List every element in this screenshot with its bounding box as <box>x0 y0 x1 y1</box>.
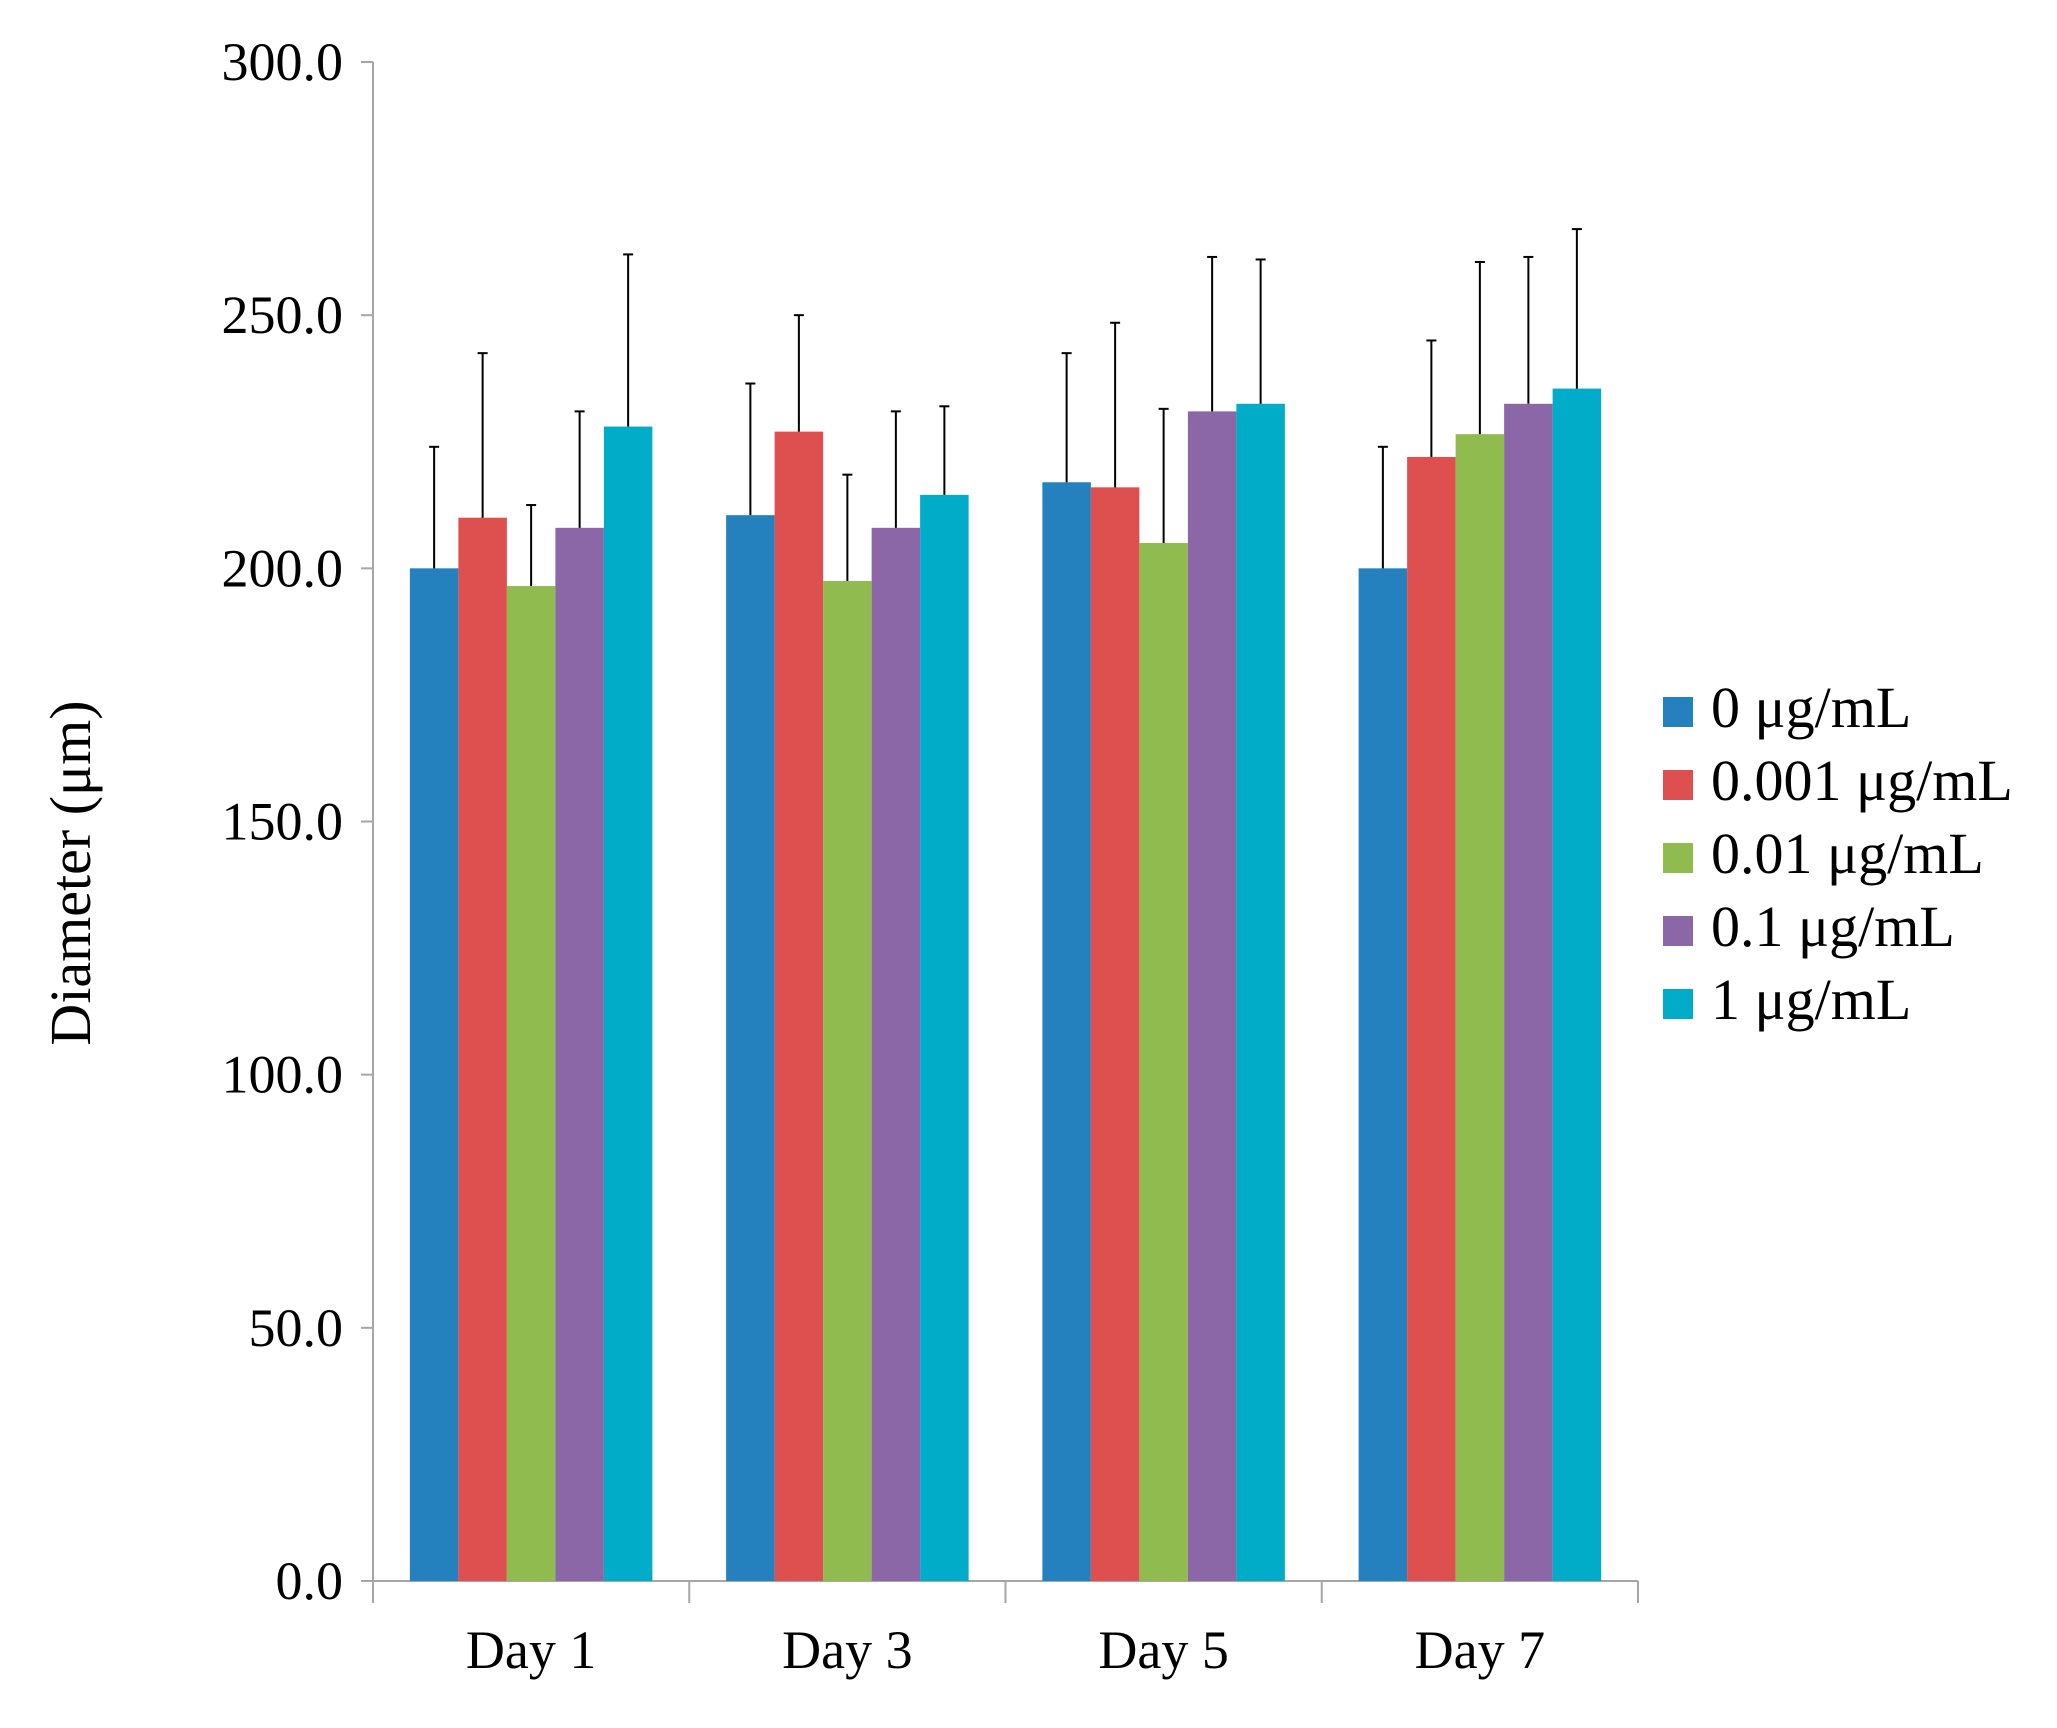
bar <box>871 527 921 1581</box>
y-tick-label: 200.0 <box>222 538 344 598</box>
bar <box>774 431 824 1582</box>
bar <box>1042 482 1091 1582</box>
bar <box>458 517 507 1582</box>
error-bars-group <box>429 228 1582 587</box>
y-tick-label: 50.0 <box>249 1298 344 1358</box>
bar <box>555 527 604 1581</box>
x-tick-label: Day 1 <box>466 1620 596 1680</box>
bar <box>1236 403 1285 1581</box>
y-tick-label: 150.0 <box>222 792 344 852</box>
bar <box>603 426 653 1581</box>
y-tick-label: 0.0 <box>276 1551 344 1611</box>
bar <box>409 568 459 1581</box>
bar <box>1139 543 1188 1582</box>
x-tick-label: Day 5 <box>1098 1620 1228 1680</box>
legend-label: 0.01 μg/mL <box>1711 821 1984 886</box>
y-axis-title: Diameter (μm) <box>38 700 103 1045</box>
bar <box>726 515 775 1581</box>
legend-label: 0 μg/mL <box>1711 675 1911 740</box>
bar <box>1090 487 1140 1581</box>
bar <box>1358 568 1408 1581</box>
x-tick-label: Day 3 <box>782 1620 912 1680</box>
y-axis: 0.0 50.0 100.0 150.0 200.0 250.0 300.0 <box>222 32 374 1611</box>
legend-swatch <box>1663 843 1693 873</box>
legend-swatch <box>1663 989 1693 1019</box>
legend: 0 μg/mL 0.001 μg/mL 0.01 μg/mL 0.1 μg/mL 1 μ… <box>1663 675 2013 1032</box>
bar <box>506 586 556 1581</box>
bars-group <box>409 388 1602 1582</box>
legend-swatch <box>1663 770 1693 800</box>
y-tick-label: 300.0 <box>222 32 344 92</box>
bar <box>1407 456 1456 1582</box>
bar <box>1455 434 1505 1581</box>
legend-label: 1 μg/mL <box>1711 967 1911 1032</box>
bar <box>1504 403 1553 1581</box>
bar <box>823 580 872 1581</box>
legend-label: 0.001 μg/mL <box>1711 748 2013 813</box>
y-tick-label: 100.0 <box>222 1045 344 1105</box>
legend-label: 0.1 μg/mL <box>1711 894 1955 959</box>
x-tick-label: Day 7 <box>1415 1620 1545 1680</box>
bar <box>1552 388 1602 1582</box>
bar <box>1187 411 1237 1581</box>
legend-swatch <box>1663 916 1693 946</box>
legend-swatch <box>1663 697 1693 727</box>
x-axis: Day 1 Day 3 Day 5 Day 7 <box>372 1580 1639 1680</box>
bar <box>920 494 969 1581</box>
y-tick-label: 250.0 <box>222 285 344 345</box>
